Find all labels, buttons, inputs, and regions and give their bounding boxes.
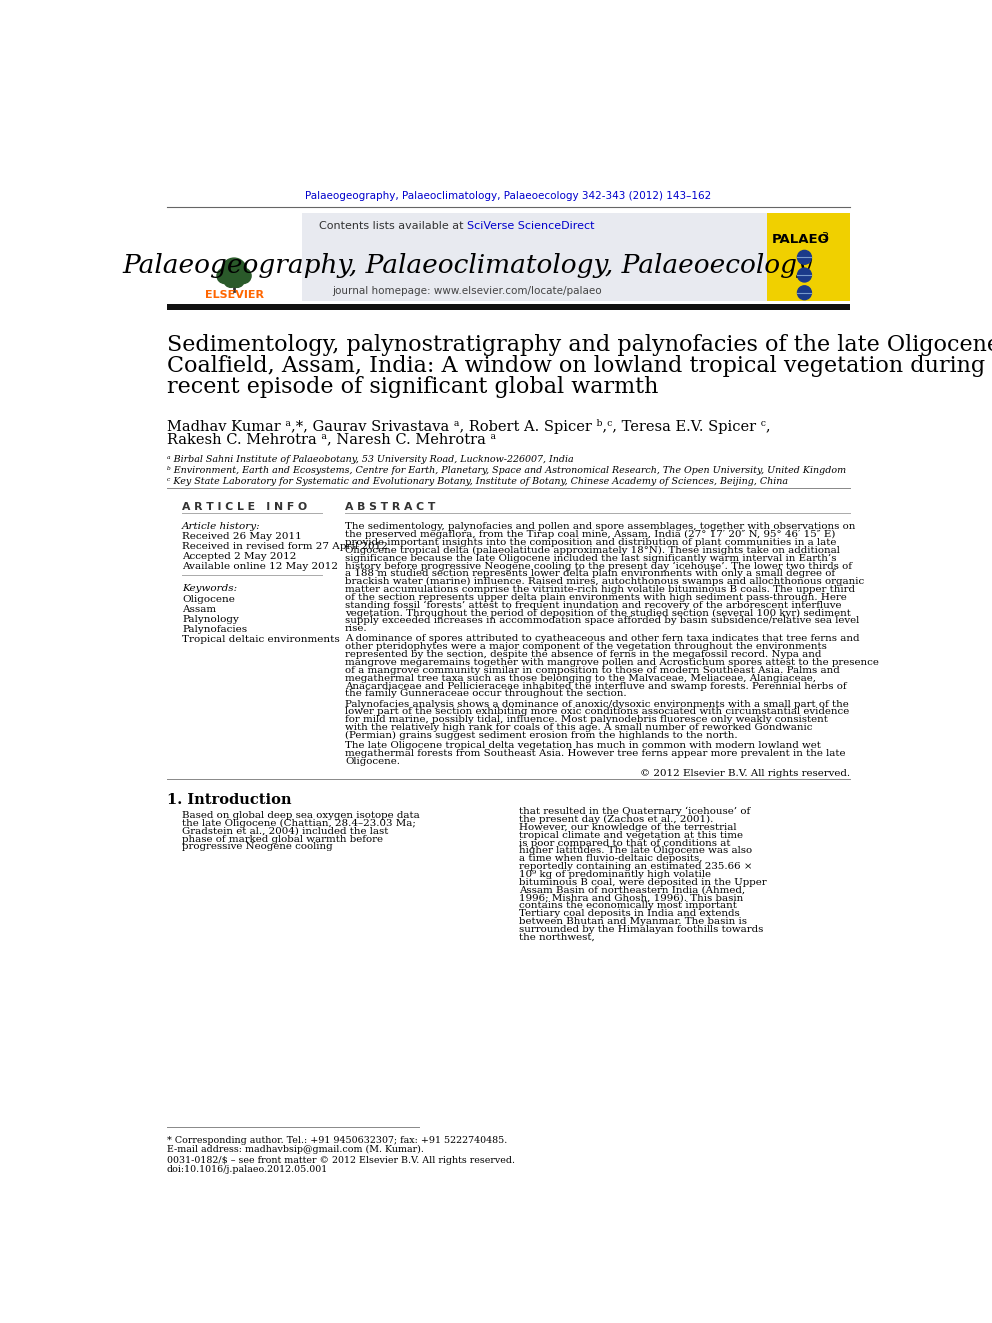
Text: Based on global deep sea oxygen isotope data: Based on global deep sea oxygen isotope … bbox=[183, 811, 420, 820]
Text: megathermal forests from Southeast Asia. However tree ferns appear more prevalen: megathermal forests from Southeast Asia.… bbox=[345, 749, 845, 758]
Text: Anacardiaceae and Pellicieraceae inhabited the interfluve and swamp forests. Per: Anacardiaceae and Pellicieraceae inhabit… bbox=[345, 681, 846, 691]
Text: Palynofacies analysis shows a dominance of anoxic/dysoxic environments with a sm: Palynofacies analysis shows a dominance … bbox=[345, 700, 848, 709]
Text: phase of marked global warmth before: phase of marked global warmth before bbox=[183, 835, 383, 844]
Text: recent episode of significant global warmth: recent episode of significant global war… bbox=[167, 376, 658, 398]
Text: tropical climate and vegetation at this time: tropical climate and vegetation at this … bbox=[519, 831, 743, 840]
Text: 10⁹ kg of predominantly high volatile: 10⁹ kg of predominantly high volatile bbox=[519, 871, 711, 878]
Text: (Permian) grains suggest sediment erosion from the highlands to the north.: (Permian) grains suggest sediment erosio… bbox=[345, 732, 737, 740]
Circle shape bbox=[798, 286, 811, 300]
Text: with the relatively high rank for coals of this age. A small number of reworked : with the relatively high rank for coals … bbox=[345, 724, 812, 732]
Text: 0031-0182/$ – see front matter © 2012 Elsevier B.V. All rights reserved.: 0031-0182/$ – see front matter © 2012 El… bbox=[167, 1156, 515, 1166]
Text: a 188 m studied section represents lower delta plain environments with only a sm: a 188 m studied section represents lower… bbox=[345, 569, 835, 578]
Bar bbox=[303, 213, 767, 302]
Text: A B S T R A C T: A B S T R A C T bbox=[345, 503, 435, 512]
Text: Tropical deltaic environments: Tropical deltaic environments bbox=[183, 635, 340, 643]
Text: history before progressive Neogene cooling to the present day ‘icehouse’. The lo: history before progressive Neogene cooli… bbox=[345, 561, 852, 570]
Text: ᶜ Key State Laboratory for Systematic and Evolutionary Botany, Institute of Bota: ᶜ Key State Laboratory for Systematic an… bbox=[167, 476, 788, 486]
Text: the late Oligocene (Chattian, 28.4–23.03 Ma;: the late Oligocene (Chattian, 28.4–23.03… bbox=[183, 819, 416, 828]
Text: Palynofacies: Palynofacies bbox=[183, 624, 247, 634]
Text: doi:10.1016/j.palaeo.2012.05.001: doi:10.1016/j.palaeo.2012.05.001 bbox=[167, 1166, 328, 1174]
Text: 3: 3 bbox=[821, 233, 828, 242]
Text: Tertiary coal deposits in India and extends: Tertiary coal deposits in India and exte… bbox=[519, 909, 740, 918]
Circle shape bbox=[217, 269, 232, 283]
Text: * Corresponding author. Tel.: +91 9450632307; fax: +91 5222740485.: * Corresponding author. Tel.: +91 945063… bbox=[167, 1136, 507, 1144]
Text: ELSEVIER: ELSEVIER bbox=[204, 290, 264, 300]
Text: Palaeogeography, Palaeoclimatology, Palaeoecology: Palaeogeography, Palaeoclimatology, Pala… bbox=[122, 253, 812, 278]
Text: A dominance of spores attributed to cyatheaceous and other fern taxa indicates t: A dominance of spores attributed to cyat… bbox=[345, 635, 859, 643]
Text: the present day (Zachos et al., 2001).: the present day (Zachos et al., 2001). bbox=[519, 815, 713, 824]
Text: the preserved megaflora, from the Tirap coal mine, Assam, India (27° 17′ 20″ N, : the preserved megaflora, from the Tirap … bbox=[345, 531, 835, 540]
Text: Oligocene tropical delta (palaeolatitude approximately 18°N). These insights tak: Oligocene tropical delta (palaeolatitude… bbox=[345, 546, 840, 554]
Text: progressive Neogene cooling: progressive Neogene cooling bbox=[183, 843, 332, 852]
Text: SciVerse ScienceDirect: SciVerse ScienceDirect bbox=[467, 221, 595, 230]
Text: Assam: Assam bbox=[183, 605, 216, 614]
Text: Palaeogeography, Palaeoclimatology, Palaeoecology 342-343 (2012) 143–162: Palaeogeography, Palaeoclimatology, Pala… bbox=[306, 191, 711, 201]
Text: is poor compared to that of conditions at: is poor compared to that of conditions a… bbox=[519, 839, 731, 848]
Text: journal homepage: www.elsevier.com/locate/palaeo: journal homepage: www.elsevier.com/locat… bbox=[332, 286, 602, 296]
Text: of a mangrove community similar in composition to those of modern Southeast Asia: of a mangrove community similar in compo… bbox=[345, 665, 839, 675]
Text: of the section represents upper delta plain environments with high sediment pass: of the section represents upper delta pl… bbox=[345, 593, 846, 602]
Text: However, our knowledge of the terrestrial: However, our knowledge of the terrestria… bbox=[519, 823, 737, 832]
Text: significance because the late Oligocene included the last significantly warm int: significance because the late Oligocene … bbox=[345, 553, 836, 562]
Text: Assam Basin of northeastern India (Ahmed,: Assam Basin of northeastern India (Ahmed… bbox=[519, 885, 745, 894]
Text: Madhav Kumar ᵃ,*, Gaurav Srivastava ᵃ, Robert A. Spicer ᵇ,ᶜ, Teresa E.V. Spicer : Madhav Kumar ᵃ,*, Gaurav Srivastava ᵃ, R… bbox=[167, 419, 770, 434]
Text: supply exceeded increases in accommodation space afforded by basin subsidence/re: supply exceeded increases in accommodati… bbox=[345, 617, 859, 626]
Bar bbox=[767, 213, 850, 302]
Text: Rakesh C. Mehrotra ᵃ, Naresh C. Mehrotra ᵃ: Rakesh C. Mehrotra ᵃ, Naresh C. Mehrotra… bbox=[167, 433, 496, 446]
Text: the northwest,: the northwest, bbox=[519, 933, 595, 942]
Circle shape bbox=[224, 274, 238, 287]
Text: The late Oligocene tropical delta vegetation has much in common with modern lowl: The late Oligocene tropical delta vegeta… bbox=[345, 741, 820, 750]
Text: mangrove megaremains together with mangrove pollen and Acrostichum spores attest: mangrove megaremains together with mangr… bbox=[345, 658, 879, 667]
Text: surrounded by the Himalayan foothills towards: surrounded by the Himalayan foothills to… bbox=[519, 925, 764, 934]
Bar bbox=[167, 213, 303, 302]
Text: bituminous B coal, were deposited in the Upper: bituminous B coal, were deposited in the… bbox=[519, 877, 767, 886]
Circle shape bbox=[230, 274, 244, 287]
Text: Palynology: Palynology bbox=[183, 615, 239, 623]
Text: E-mail address: madhavbsip@gmail.com (M. Kumar).: E-mail address: madhavbsip@gmail.com (M.… bbox=[167, 1146, 424, 1154]
Text: lower part of the section exhibiting more oxic conditions associated with circum: lower part of the section exhibiting mor… bbox=[345, 708, 849, 717]
Text: standing fossil ‘forests’ attest to frequent inundation and recovery of the arbo: standing fossil ‘forests’ attest to freq… bbox=[345, 601, 841, 610]
Text: a time when fluvio-deltaic deposits,: a time when fluvio-deltaic deposits, bbox=[519, 855, 702, 863]
Text: rise.: rise. bbox=[345, 624, 367, 634]
Text: reportedly containing an estimated 235.66 ×: reportedly containing an estimated 235.6… bbox=[519, 863, 753, 871]
Text: Sedimentology, palynostratigraphy and palynofacies of the late Oligocene Makum: Sedimentology, palynostratigraphy and pa… bbox=[167, 335, 992, 356]
Text: Received 26 May 2011: Received 26 May 2011 bbox=[183, 532, 302, 541]
Text: Article history:: Article history: bbox=[183, 523, 261, 532]
Text: Available online 12 May 2012: Available online 12 May 2012 bbox=[183, 562, 338, 572]
Circle shape bbox=[221, 258, 246, 283]
Circle shape bbox=[798, 269, 811, 282]
Text: matter accumulations comprise the vitrinite-rich high volatile bituminous B coal: matter accumulations comprise the vitrin… bbox=[345, 585, 855, 594]
Text: The sedimentology, palynofacies and pollen and spore assemblages, together with : The sedimentology, palynofacies and poll… bbox=[345, 523, 855, 532]
Text: Coalfield, Assam, India: A window on lowland tropical vegetation during the most: Coalfield, Assam, India: A window on low… bbox=[167, 355, 992, 377]
Text: 1. Introduction: 1. Introduction bbox=[167, 794, 291, 807]
Text: represented by the section, despite the absence of ferns in the megafossil recor: represented by the section, despite the … bbox=[345, 650, 821, 659]
Text: higher latitudes. The late Oligocene was also: higher latitudes. The late Oligocene was… bbox=[519, 847, 752, 856]
Text: brackish water (marine) influence. Raised mires, autochthonous swamps and alloch: brackish water (marine) influence. Raise… bbox=[345, 577, 864, 586]
Text: the family Gunneraceae occur throughout the section.: the family Gunneraceae occur throughout … bbox=[345, 689, 627, 699]
Text: ᵃ Birbal Sahni Institute of Palaeobotany, 53 University Road, Lucknow-226007, In: ᵃ Birbal Sahni Institute of Palaeobotany… bbox=[167, 455, 573, 464]
Text: that resulted in the Quaternary ‘icehouse’ of: that resulted in the Quaternary ‘icehous… bbox=[519, 807, 751, 816]
Text: Gradstein et al., 2004) included the last: Gradstein et al., 2004) included the las… bbox=[183, 827, 389, 836]
Text: vegetation. Throughout the period of deposition of the studied section (several : vegetation. Throughout the period of dep… bbox=[345, 609, 851, 618]
Text: megathermal tree taxa such as those belonging to the Malvaceae, Meliaceae, Alang: megathermal tree taxa such as those belo… bbox=[345, 673, 815, 683]
Circle shape bbox=[798, 250, 811, 265]
Text: between Bhutan and Myanmar. The basin is: between Bhutan and Myanmar. The basin is bbox=[519, 917, 747, 926]
Text: Keywords:: Keywords: bbox=[183, 583, 237, 593]
Text: Received in revised form 27 April 2012: Received in revised form 27 April 2012 bbox=[183, 542, 388, 552]
Text: Oligocene: Oligocene bbox=[183, 594, 235, 603]
Text: contains the economically most important: contains the economically most important bbox=[519, 901, 737, 910]
Text: provide important insights into the composition and distribution of plant commun: provide important insights into the comp… bbox=[345, 538, 836, 546]
Text: Accepted 2 May 2012: Accepted 2 May 2012 bbox=[183, 552, 297, 561]
Text: Oligocene.: Oligocene. bbox=[345, 757, 400, 766]
Text: © 2012 Elsevier B.V. All rights reserved.: © 2012 Elsevier B.V. All rights reserved… bbox=[640, 769, 850, 778]
Circle shape bbox=[236, 269, 251, 283]
Text: 1996; Mishra and Ghosh, 1996). This basin: 1996; Mishra and Ghosh, 1996). This basi… bbox=[519, 893, 743, 902]
Text: for mild marine, possibly tidal, influence. Most palynodebris fluoresce only wea: for mild marine, possibly tidal, influen… bbox=[345, 716, 827, 724]
Text: A R T I C L E   I N F O: A R T I C L E I N F O bbox=[183, 503, 308, 512]
Text: PALAEO: PALAEO bbox=[772, 233, 829, 246]
Text: other pteridophytes were a major component of the vegetation throughout the envi: other pteridophytes were a major compone… bbox=[345, 643, 826, 651]
Text: Contents lists available at: Contents lists available at bbox=[319, 221, 467, 230]
Bar bbox=[167, 303, 850, 311]
Text: ᵇ Environment, Earth and Ecosystems, Centre for Earth, Planetary, Space and Astr: ᵇ Environment, Earth and Ecosystems, Cen… bbox=[167, 466, 846, 475]
